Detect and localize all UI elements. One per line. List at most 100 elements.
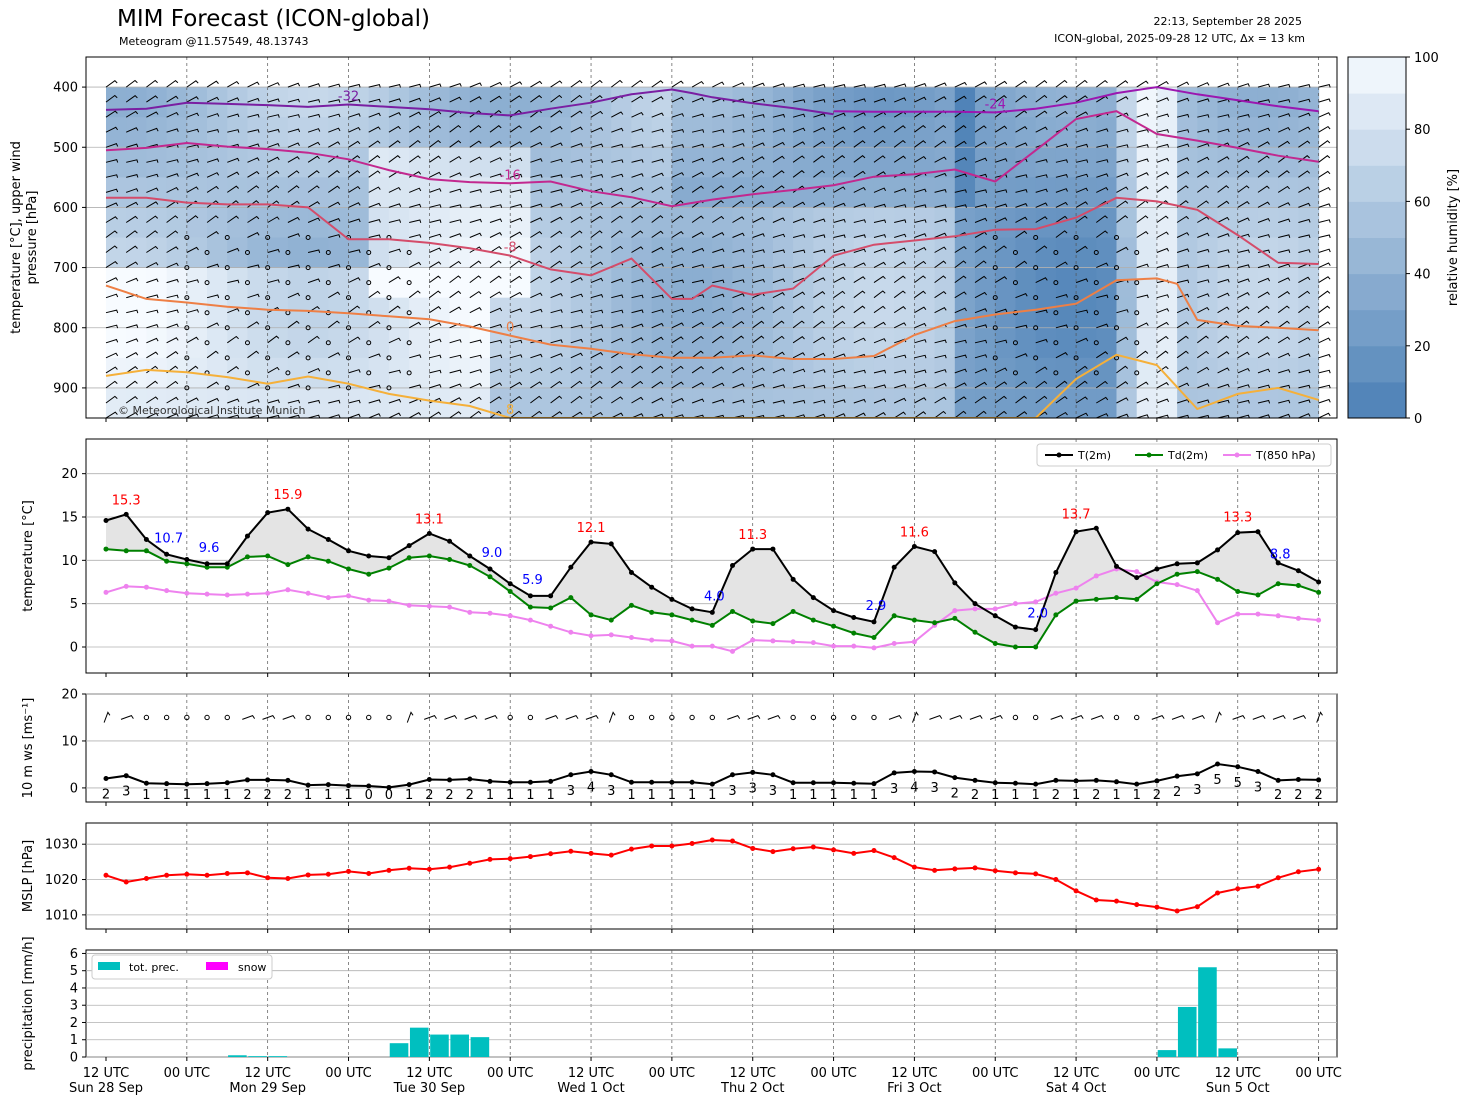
wind-barb	[1156, 414, 1169, 418]
wind-barb	[894, 247, 907, 253]
point-t2m	[123, 511, 129, 517]
rh-cell	[489, 357, 511, 389]
wind-barb	[105, 174, 119, 178]
calm-wind-marker	[184, 355, 190, 361]
colorbar-band	[1348, 309, 1406, 347]
point-td2m	[608, 617, 614, 623]
rh-cell	[1015, 177, 1037, 209]
wind-barb	[368, 202, 381, 208]
wind-barb	[853, 276, 866, 284]
wind-barb	[691, 113, 705, 118]
wind-barb	[974, 339, 988, 344]
wind-barb	[469, 260, 482, 269]
rh-cell	[550, 87, 572, 118]
calm-wind-marker	[992, 355, 998, 361]
point-t2m	[305, 526, 311, 532]
calm-wind-marker	[346, 325, 352, 331]
rh-cell	[1035, 297, 1057, 329]
rh-cell	[489, 387, 511, 418]
wind-barb	[873, 187, 887, 193]
wind-barb	[166, 309, 179, 314]
wind-barb	[772, 305, 785, 314]
wind-barb	[328, 352, 341, 359]
wind-barb	[792, 249, 806, 254]
wind-barb	[1015, 260, 1028, 269]
wind-barb	[853, 321, 866, 329]
wind-barb	[813, 413, 826, 418]
wind-barb	[994, 367, 1008, 374]
wind-barb	[186, 309, 199, 314]
wind-barb	[287, 142, 300, 148]
wind-barb	[206, 381, 219, 389]
calm-wind-marker	[1033, 235, 1039, 240]
rh-cell	[247, 177, 269, 209]
wind-barb	[1136, 96, 1149, 103]
rh-cell	[813, 147, 835, 178]
point-t850	[325, 595, 331, 601]
wind-barb	[1136, 414, 1149, 418]
calm-wind-marker	[1134, 310, 1140, 316]
wind-barb	[1197, 279, 1210, 284]
wind-barb	[469, 290, 482, 299]
wind-speed-label: 1	[142, 788, 150, 803]
wind-barb	[206, 96, 220, 103]
wind-barb	[1075, 245, 1088, 253]
rh-cell	[914, 207, 936, 239]
wind-barb	[1015, 395, 1027, 404]
rh-cell	[1015, 267, 1037, 299]
wind-barb	[227, 308, 240, 314]
rh-cell	[853, 387, 875, 418]
wind-barb	[570, 230, 583, 238]
wind-barb	[894, 83, 907, 88]
wind-barb	[873, 219, 887, 224]
wind-barb	[1237, 367, 1250, 374]
isotherm--32	[105, 88, 834, 117]
rh-cell	[287, 237, 309, 269]
wind-barb	[328, 170, 340, 178]
rh-cell	[489, 267, 511, 299]
colorbar-band	[1348, 57, 1406, 94]
point-t2m	[770, 546, 776, 552]
rh-cell	[449, 87, 471, 118]
wind-barb	[489, 232, 503, 238]
wind-barb	[651, 397, 664, 404]
rh-cell	[227, 87, 249, 118]
wind-barb	[510, 308, 523, 314]
wind-barb	[873, 398, 887, 404]
wind-barb	[631, 351, 644, 359]
rh-cell	[570, 237, 592, 269]
wind-barb	[388, 276, 401, 284]
wind-barb	[1257, 155, 1270, 163]
wind-barb	[206, 200, 219, 208]
rh-cell	[267, 177, 289, 209]
wind-barb	[732, 200, 745, 208]
calm-wind-marker	[1032, 714, 1039, 721]
wind-barb	[1015, 216, 1028, 223]
wind-speed-label: 1	[829, 788, 837, 803]
wind-barb	[449, 275, 462, 283]
rh-cell	[692, 357, 713, 389]
mslp-point	[1316, 866, 1322, 872]
wind-barb	[1278, 369, 1291, 374]
point-t850	[911, 639, 917, 645]
rh-cell	[671, 327, 693, 359]
rh-cell	[651, 207, 673, 239]
wind-barb	[954, 382, 967, 389]
point-t850	[750, 637, 756, 643]
wind-barb	[287, 399, 301, 404]
calm-wind-marker	[224, 295, 230, 301]
rh-cell	[247, 267, 269, 299]
wind-speed-label: 1	[688, 788, 696, 803]
mslp-point	[1114, 898, 1119, 904]
rh-cell	[712, 267, 734, 299]
wind-barb	[1075, 396, 1088, 404]
surface-wind-barb	[912, 711, 919, 723]
wind-barb	[833, 155, 846, 163]
wind-speed-label: 3	[567, 784, 575, 799]
wind-barb	[1096, 128, 1109, 133]
wind-barb	[449, 155, 462, 163]
calm-wind-marker	[305, 235, 311, 240]
rh-cell	[1237, 297, 1259, 329]
rh-cell	[287, 177, 309, 209]
rh-cell	[227, 207, 249, 239]
